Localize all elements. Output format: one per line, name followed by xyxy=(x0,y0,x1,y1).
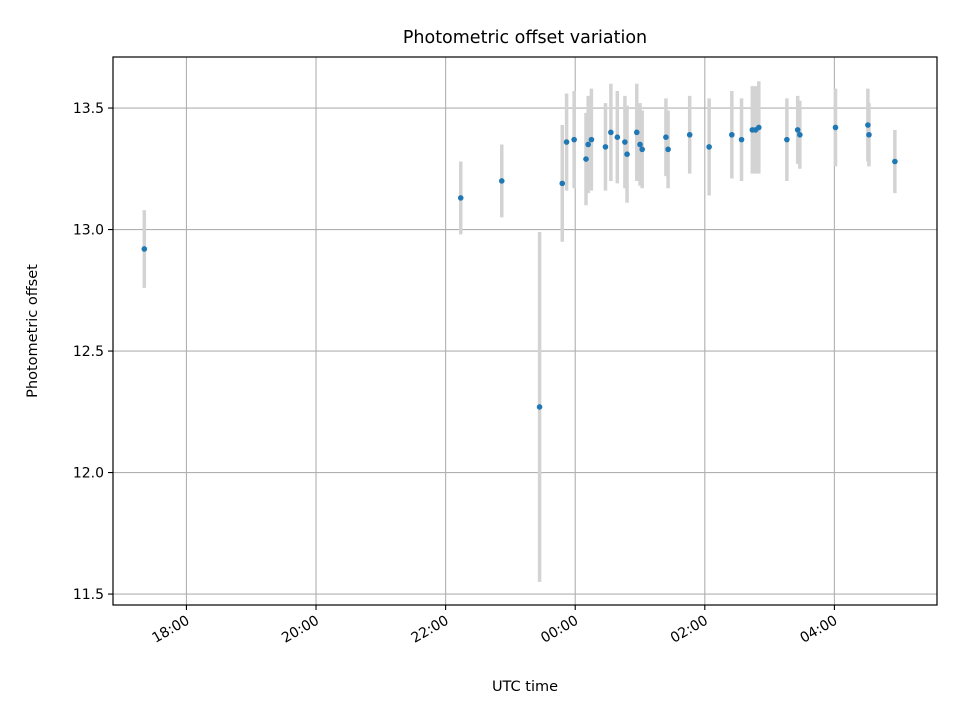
x-tick-label: 20:00 xyxy=(279,613,322,647)
data-point xyxy=(608,129,614,136)
chart-title: Photometric offset variation xyxy=(403,28,647,48)
y-tick-label: 12.5 xyxy=(73,344,104,360)
data-point xyxy=(571,136,577,143)
data-point xyxy=(622,139,628,145)
data-point xyxy=(832,124,839,131)
data-point xyxy=(614,134,621,140)
data-point xyxy=(585,141,591,148)
data-point xyxy=(866,131,872,138)
data-point xyxy=(663,134,669,140)
data-point xyxy=(141,246,148,252)
y-tick-label: 13.5 xyxy=(73,101,104,117)
data-point xyxy=(665,146,671,153)
x-axis-ticks: 18:00 20:00 22:00 00:00 02:00 04:00 xyxy=(149,605,840,647)
data-point xyxy=(738,136,745,143)
error-bars xyxy=(142,81,897,582)
x-tick-label: 04:00 xyxy=(797,613,840,647)
x-tick-label: 00:00 xyxy=(538,613,581,647)
data-point xyxy=(588,136,595,143)
x-tick-label: 02:00 xyxy=(668,613,711,647)
data-point xyxy=(536,404,543,410)
x-tick-label: 18:00 xyxy=(149,613,192,647)
data-point xyxy=(457,195,464,201)
y-tick-label: 11.5 xyxy=(73,587,104,603)
data-point xyxy=(865,122,871,128)
grid-lines xyxy=(113,57,937,605)
data-point xyxy=(498,178,505,184)
data-point xyxy=(784,136,790,143)
data-point xyxy=(794,127,801,133)
data-point xyxy=(729,131,735,138)
data-point xyxy=(602,144,609,150)
data-points xyxy=(141,122,898,410)
data-point xyxy=(797,131,803,138)
data-point xyxy=(559,180,566,187)
x-tick-label: 22:00 xyxy=(409,613,452,647)
y-tick-label: 12.0 xyxy=(73,466,104,482)
y-axis-label: Photometric offset xyxy=(25,264,41,398)
data-point xyxy=(624,151,630,158)
data-point xyxy=(633,129,640,136)
plot-frame xyxy=(112,56,938,606)
y-tick-label: 13.0 xyxy=(73,223,104,239)
data-point xyxy=(756,124,762,131)
data-point xyxy=(892,158,898,165)
data-point xyxy=(637,141,643,148)
data-point xyxy=(563,139,570,145)
data-point xyxy=(583,156,589,162)
data-point xyxy=(706,144,712,150)
x-axis-label: UTC time xyxy=(492,679,558,695)
data-point xyxy=(639,146,645,153)
data-point xyxy=(686,131,693,138)
y-axis-ticks: 11.5 12.0 12.5 13.0 13.5 xyxy=(73,101,113,603)
